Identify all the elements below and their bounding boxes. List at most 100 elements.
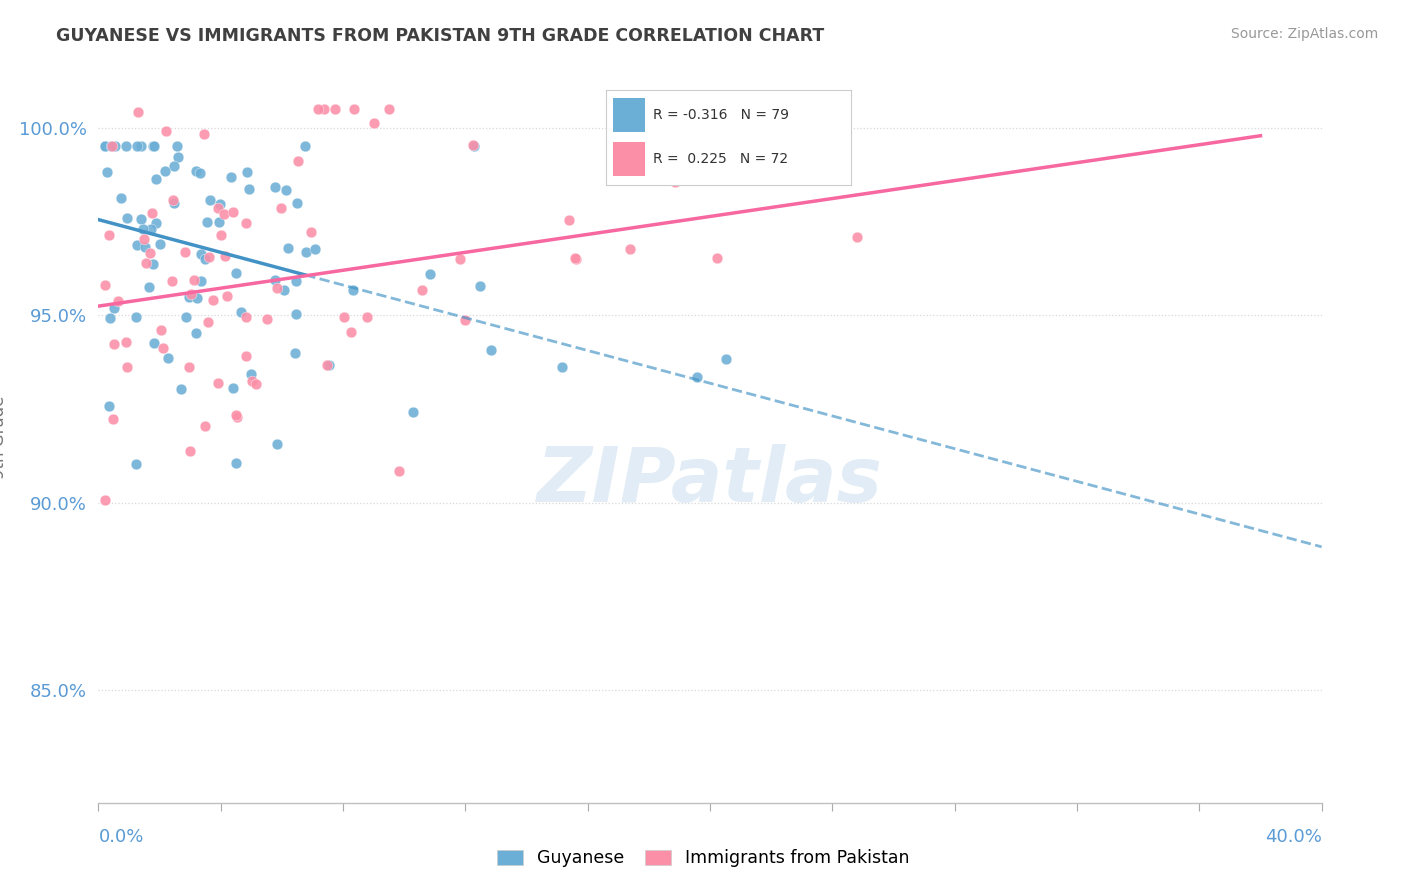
Point [388, 464, 411, 478]
Point [619, 242, 641, 256]
Point [157, 351, 180, 366]
Point [240, 374, 263, 388]
Point [479, 343, 502, 358]
Point [754, 148, 776, 162]
Point [141, 205, 163, 219]
Point [180, 286, 202, 301]
Point [238, 182, 260, 196]
Point [411, 283, 433, 297]
Point [167, 150, 190, 164]
Point [323, 102, 346, 116]
Point [263, 179, 285, 194]
Point [174, 245, 197, 260]
Point [143, 336, 166, 351]
Point [463, 139, 485, 153]
Point [93, 139, 115, 153]
Point [340, 325, 363, 339]
Point [264, 272, 287, 286]
Point [214, 249, 236, 263]
Point [706, 252, 728, 266]
Point [299, 225, 322, 239]
Point [174, 310, 197, 324]
Point [145, 172, 167, 186]
Point [217, 288, 239, 302]
Y-axis label: 9th Grade: 9th Grade [0, 395, 7, 479]
Point [212, 207, 235, 221]
Point [356, 310, 378, 324]
Point [207, 201, 229, 215]
Point [270, 201, 292, 215]
Point [378, 102, 401, 116]
Point [363, 116, 385, 130]
Point [177, 290, 200, 304]
Point [142, 139, 165, 153]
Point [714, 351, 737, 366]
Point [98, 310, 121, 325]
Point [149, 323, 172, 337]
Point [115, 211, 138, 225]
Point [110, 191, 132, 205]
Point [318, 358, 340, 372]
Point [107, 293, 129, 308]
Point [195, 214, 218, 228]
Point [277, 240, 299, 254]
Point [256, 311, 278, 326]
Point [127, 105, 149, 120]
Point [236, 165, 259, 179]
Point [149, 236, 172, 251]
Point [98, 227, 121, 242]
Point [145, 216, 167, 230]
Point [155, 124, 177, 138]
Point [287, 154, 309, 169]
Point [170, 382, 193, 396]
Legend: Guyanese, Immigrants from Pakistan: Guyanese, Immigrants from Pakistan [489, 843, 917, 874]
Point [294, 139, 316, 153]
Point [153, 164, 176, 178]
Point [315, 359, 337, 373]
Point [134, 240, 156, 254]
Point [197, 315, 219, 329]
Point [143, 139, 166, 153]
Point [343, 102, 366, 116]
Point [177, 359, 200, 374]
Point [683, 113, 706, 128]
Point [129, 139, 152, 153]
Point [285, 307, 308, 321]
Point [273, 284, 295, 298]
Point [104, 139, 127, 153]
Point [245, 377, 267, 392]
Point [139, 246, 162, 260]
Point [163, 195, 186, 210]
Point [135, 256, 157, 270]
Point [225, 266, 247, 280]
Point [141, 221, 163, 235]
Point [208, 196, 231, 211]
Point [115, 334, 138, 349]
Point [186, 164, 208, 178]
Point [419, 267, 441, 281]
Point [101, 139, 124, 153]
Point [342, 283, 364, 297]
Point [198, 250, 221, 264]
Point [193, 127, 215, 141]
Text: ZIPatlas: ZIPatlas [537, 444, 883, 518]
Point [98, 399, 121, 413]
Point [184, 326, 207, 340]
Point [103, 412, 125, 426]
Point [266, 281, 288, 295]
Point [235, 349, 257, 363]
Point [93, 493, 115, 508]
Point [463, 138, 485, 153]
Point [208, 215, 231, 229]
Point [142, 257, 165, 271]
Point [186, 292, 208, 306]
Point [274, 183, 297, 197]
Point [284, 346, 307, 360]
Point [225, 456, 247, 470]
Point [235, 310, 257, 325]
Point [162, 193, 184, 207]
Point [115, 359, 138, 374]
Point [221, 205, 243, 219]
Text: Source: ZipAtlas.com: Source: ZipAtlas.com [1230, 27, 1378, 41]
Point [103, 337, 125, 351]
